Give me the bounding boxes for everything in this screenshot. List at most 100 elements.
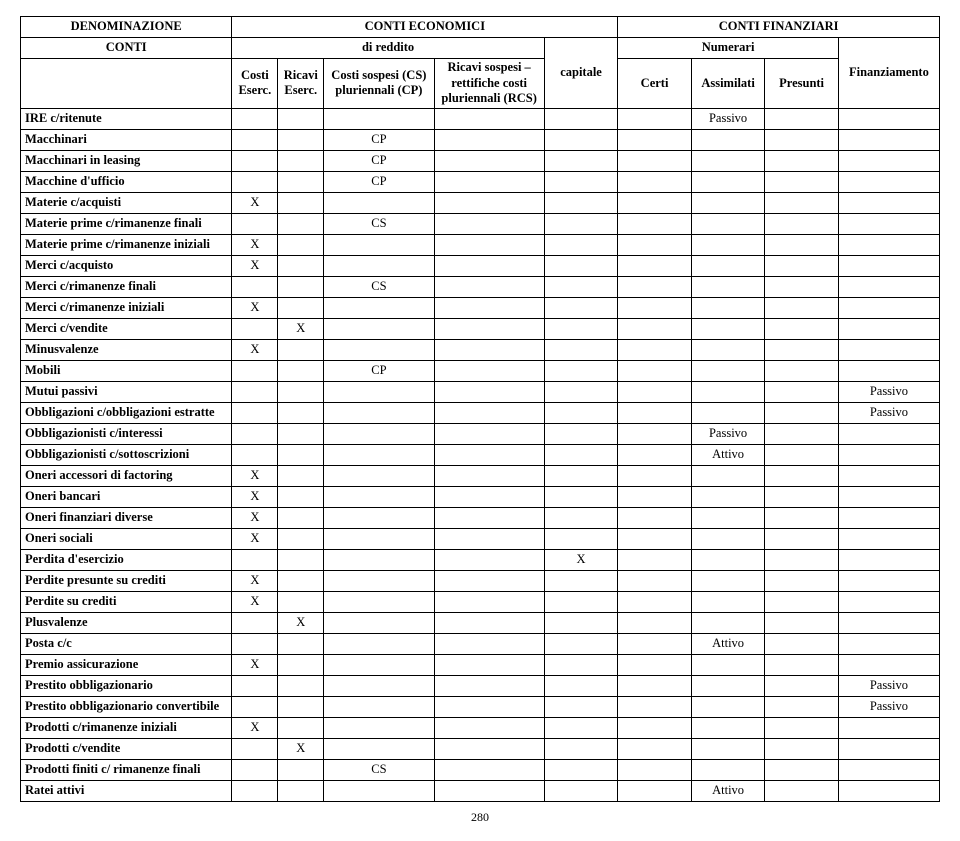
cell: [838, 507, 939, 528]
cell: [434, 486, 544, 507]
cell: [434, 780, 544, 801]
cell: [232, 108, 278, 129]
cell: [544, 171, 618, 192]
cell: [278, 192, 324, 213]
cell: [691, 549, 765, 570]
cell: [618, 612, 692, 633]
cell: [765, 402, 839, 423]
cell: [434, 192, 544, 213]
table-row: Macchine d'ufficioCP: [21, 171, 940, 192]
cell: [765, 444, 839, 465]
row-label: Merci c/rimanenze finali: [21, 276, 232, 297]
cell: [618, 696, 692, 717]
header-conti: CONTI: [21, 38, 232, 59]
cell: [324, 297, 434, 318]
table-row: Materie prime c/rimanenze finaliCS: [21, 213, 940, 234]
cell: [324, 108, 434, 129]
table-row: Merci c/rimanenze finaliCS: [21, 276, 940, 297]
cell: X: [232, 507, 278, 528]
cell: [324, 570, 434, 591]
cell: [544, 759, 618, 780]
cell: [691, 129, 765, 150]
cell: [324, 780, 434, 801]
cell: [618, 570, 692, 591]
cell: [278, 633, 324, 654]
cell: [324, 612, 434, 633]
cell: [232, 612, 278, 633]
cell: [544, 738, 618, 759]
cell: [618, 171, 692, 192]
cell: [434, 381, 544, 402]
cell: [434, 612, 544, 633]
cell: CP: [324, 129, 434, 150]
cell: [434, 633, 544, 654]
cell: [691, 717, 765, 738]
table-header: DENOMINAZIONE CONTI ECONOMICI CONTI FINA…: [21, 17, 940, 109]
cell: [434, 738, 544, 759]
header-denom: DENOMINAZIONE: [21, 17, 232, 38]
cell: [618, 129, 692, 150]
cell: [434, 717, 544, 738]
cell: [434, 360, 544, 381]
cell: [618, 381, 692, 402]
cell: [691, 171, 765, 192]
cell: [278, 381, 324, 402]
cell: [691, 654, 765, 675]
cell: [838, 171, 939, 192]
cell: [544, 192, 618, 213]
row-label: Materie c/acquisti: [21, 192, 232, 213]
cell: X: [232, 339, 278, 360]
row-label: Obbligazionisti c/sottoscrizioni: [21, 444, 232, 465]
cell: X: [232, 570, 278, 591]
cell: X: [232, 486, 278, 507]
table-row: Oneri accessori di factoringX: [21, 465, 940, 486]
cell: [838, 297, 939, 318]
cell: [544, 276, 618, 297]
cell: [278, 570, 324, 591]
cell: [691, 570, 765, 591]
cell: [434, 570, 544, 591]
cell: [544, 675, 618, 696]
cell: [324, 717, 434, 738]
table-row: Oneri finanziari diverseX: [21, 507, 940, 528]
table-row: IRE c/ritenutePassivo: [21, 108, 940, 129]
cell: Passivo: [838, 402, 939, 423]
cell: [544, 339, 618, 360]
cell: [434, 255, 544, 276]
cell: [278, 276, 324, 297]
table-row: Merci c/rimanenze inizialiX: [21, 297, 940, 318]
cell: [618, 318, 692, 339]
cell: [618, 444, 692, 465]
cell: [278, 549, 324, 570]
cell: [278, 465, 324, 486]
table-row: MinusvalenzeX: [21, 339, 940, 360]
table-row: Posta c/cAttivo: [21, 633, 940, 654]
cell: [691, 759, 765, 780]
cell: [278, 591, 324, 612]
table-row: Prodotti finiti c/ rimanenze finaliCS: [21, 759, 940, 780]
table-row: Materie prime c/rimanenze inizialiX: [21, 234, 940, 255]
cell: [618, 255, 692, 276]
row-label: Oneri accessori di factoring: [21, 465, 232, 486]
table-row: Perdite su creditiX: [21, 591, 940, 612]
cell: [618, 192, 692, 213]
cell: [544, 486, 618, 507]
cell: [691, 738, 765, 759]
cell: [324, 549, 434, 570]
cell: [765, 675, 839, 696]
cell: [618, 759, 692, 780]
row-label: Premio assicurazione: [21, 654, 232, 675]
cell: [765, 696, 839, 717]
row-label: Oneri sociali: [21, 528, 232, 549]
header-finanziamento: Finanziamento: [838, 38, 939, 109]
cell: [434, 759, 544, 780]
cell: [278, 759, 324, 780]
cell: [324, 234, 434, 255]
cell: [618, 213, 692, 234]
cell: [278, 297, 324, 318]
row-label: Prodotti c/rimanenze iniziali: [21, 717, 232, 738]
cell: [544, 423, 618, 444]
row-label: IRE c/ritenute: [21, 108, 232, 129]
cell: [765, 192, 839, 213]
cell: [838, 486, 939, 507]
